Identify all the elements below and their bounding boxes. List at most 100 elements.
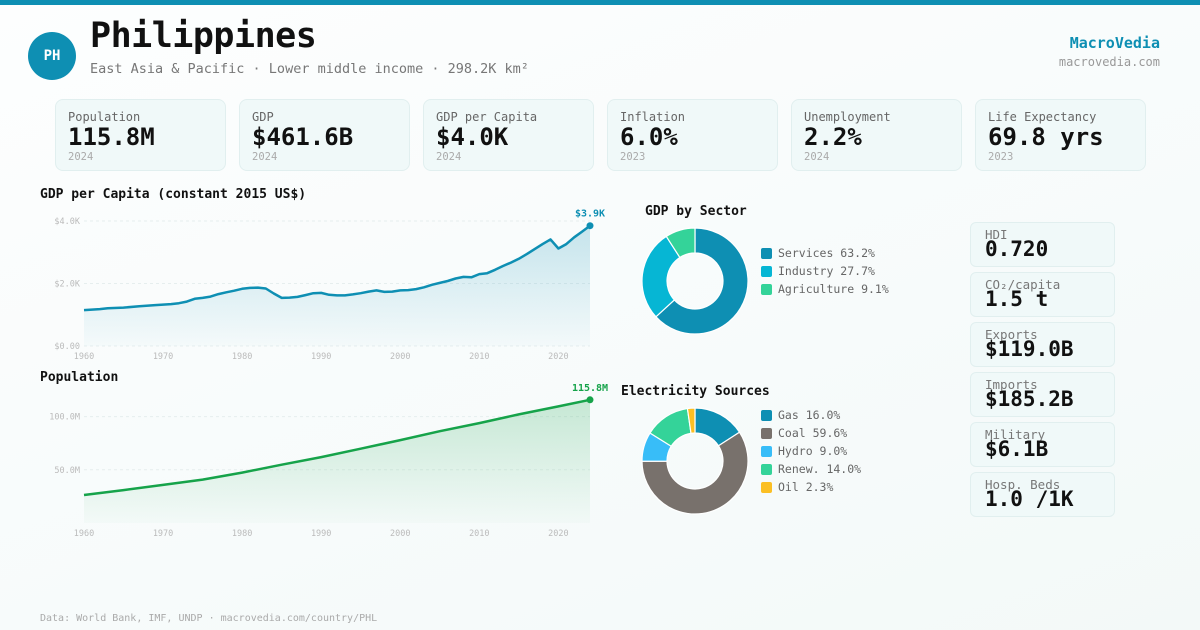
stat-card-inflation: Inflation 6.0% 2023 [607, 99, 778, 171]
stat-year: 2024 [436, 151, 462, 163]
x-tick-label: 1990 [311, 352, 331, 362]
legend-swatch [761, 247, 772, 259]
legend-label: Services 63.2% [778, 246, 875, 260]
legend-label: Hydro 9.0% [778, 444, 848, 458]
stat-card-gdp-per-capita: GDP per Capita $4.0K 2024 [423, 99, 594, 171]
stat-year: 2024 [68, 151, 94, 163]
side-card-exports: Exports $119.0B [970, 322, 1115, 367]
page-title: Philippines [90, 16, 317, 56]
stat-label: Life Expectancy [988, 110, 1097, 124]
x-tick-label: 1990 [311, 529, 331, 539]
series-line [83, 398, 591, 497]
x-tick-label: 1970 [153, 352, 173, 362]
stat-year: 2024 [804, 151, 830, 163]
side-card-hospital-beds: Hosp. Beds 1.0 /1K [970, 472, 1115, 517]
brand-url[interactable]: macrovedia.com [1058, 55, 1160, 69]
stat-label: Inflation [620, 110, 686, 124]
x-tick-label: 1980 [232, 352, 252, 362]
side-stat-label: Imports [985, 377, 1038, 392]
electricity-sources-legend: Gas 16.0% Coal 59.6% Hydro 9.0% Renew. 1… [761, 406, 861, 496]
stat-card-population: Population 115.8M 2024 [55, 99, 226, 171]
stat-label: GDP [252, 110, 274, 124]
x-tick-label: 2010 [469, 352, 489, 362]
gdp-by-sector-legend: Services 63.2% Industry 27.7% Agricultur… [761, 244, 889, 298]
stat-year: 2024 [252, 151, 278, 163]
stat-value: $461.6B [252, 123, 354, 151]
side-stat-value: 1.5 t [985, 287, 1049, 311]
stat-year: 2023 [620, 151, 646, 163]
area-fill [84, 225, 590, 346]
legend-item-renewables: Renew. 14.0% [761, 460, 861, 478]
y-tick-label: $4.0K [54, 217, 80, 227]
stat-card-gdp: GDP $461.6B 2024 [239, 99, 410, 171]
legend-swatch [761, 409, 772, 421]
stat-value: 6.0% [620, 123, 678, 151]
legend-label: Renew. 14.0% [778, 462, 862, 476]
gdp-per-capita-chart: $0.00 $2.0K $4.0K 1960 1970 1980 1990 2000 2010 2… [54, 209, 605, 362]
legend-item-hydro: Hydro 9.0% [761, 442, 861, 460]
series-line [83, 224, 591, 312]
x-tick-label: 1970 [153, 529, 173, 539]
legend-item-oil: Oil 2.3% [761, 478, 861, 496]
stat-value: 115.8M [68, 123, 155, 151]
country-avatar: PH [28, 32, 76, 80]
footer-source: Data: World Bank, IMF, UNDP · macrovedia… [40, 613, 378, 624]
legend-swatch [761, 283, 772, 295]
population-chart-title: Population [40, 370, 119, 385]
legend-swatch [761, 427, 772, 439]
end-point-marker [586, 222, 594, 230]
side-stat-value: $6.1B [985, 437, 1049, 461]
stat-card-life-expectancy: Life Expectancy 69.8 yrs 2023 [975, 99, 1146, 171]
legend-label: Industry 27.7% [778, 264, 875, 278]
side-card-co2: CO₂/capita 1.5 t [970, 272, 1115, 317]
stat-label: Unemployment [804, 110, 891, 124]
stat-label: Population [68, 110, 141, 124]
gdp-per-capita-chart-title: GDP per Capita (constant 2015 US$) [40, 187, 307, 202]
x-tick-label: 2020 [548, 352, 568, 362]
x-tick-label: 2000 [390, 529, 410, 539]
electricity-sources-donut [641, 407, 749, 515]
legend-swatch [761, 463, 772, 475]
stat-value: $4.0K [436, 123, 509, 151]
side-stat-label: Military [985, 427, 1046, 442]
legend-item-gas: Gas 16.0% [761, 406, 861, 424]
legend-label: Coal 59.6% [778, 426, 848, 440]
side-stat-label: CO₂/capita [985, 277, 1061, 292]
donut-slice-coal [641, 431, 749, 515]
y-tick-label: $0.00 [54, 342, 80, 352]
legend-item-agriculture: Agriculture 9.1% [761, 280, 889, 298]
gdp-by-sector-title: GDP by Sector [645, 204, 747, 219]
y-tick-label: 100.0M [49, 413, 80, 423]
x-tick-label: 2000 [390, 352, 410, 362]
stat-card-unemployment: Unemployment 2.2% 2024 [791, 99, 962, 171]
side-card-imports: Imports $185.2B [970, 372, 1115, 417]
side-stat-value: $119.0B [985, 337, 1074, 361]
donut-slice-agriculture [665, 227, 696, 259]
end-value-label: $3.9K [575, 209, 605, 220]
x-tick-label: 1960 [74, 352, 94, 362]
stat-value: 2.2% [804, 123, 862, 151]
side-stat-value: 0.720 [985, 237, 1049, 261]
legend-item-industry: Industry 27.7% [761, 262, 889, 280]
side-stat-label: HDI [985, 227, 1008, 242]
side-stat-label: Exports [985, 327, 1038, 342]
legend-label: Agriculture 9.1% [778, 282, 889, 296]
side-card-hdi: HDI 0.720 [970, 222, 1115, 267]
side-card-military: Military $6.1B [970, 422, 1115, 467]
side-stat-label: Hosp. Beds [985, 477, 1061, 492]
end-value-label: 115.8M [572, 383, 608, 394]
legend-swatch [761, 481, 772, 493]
population-chart: 50.0M 100.0M 1960 1970 1980 1990 2000 2010 2020 1… [49, 383, 608, 539]
stat-value: 69.8 yrs [988, 123, 1104, 151]
brand-logo[interactable]: MacroVedia [1069, 34, 1160, 52]
donut-slice-services [655, 227, 749, 335]
x-tick-label: 1980 [232, 529, 252, 539]
y-tick-label: 50.0M [54, 466, 80, 476]
side-stat-value: $185.2B [985, 387, 1074, 411]
electricity-sources-title: Electricity Sources [621, 384, 770, 399]
legend-swatch [761, 265, 772, 277]
legend-item-coal: Coal 59.6% [761, 424, 861, 442]
x-tick-label: 2010 [469, 529, 489, 539]
end-point-marker [586, 396, 594, 404]
gdp-by-sector-donut [641, 227, 749, 335]
